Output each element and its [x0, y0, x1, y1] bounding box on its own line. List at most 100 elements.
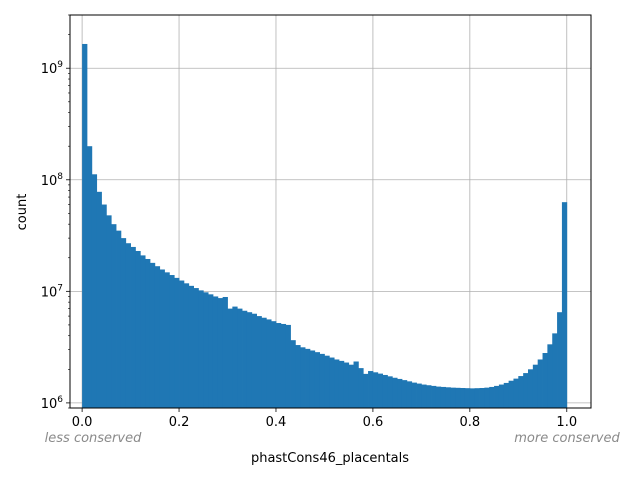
y-tick-label: 106 [41, 395, 64, 412]
histogram-bar [392, 377, 398, 408]
histogram-bar [494, 385, 500, 408]
histogram-bar [518, 376, 524, 408]
histogram-bar [537, 359, 543, 408]
histogram-bar [285, 324, 291, 408]
histogram-bar [179, 280, 185, 408]
histogram-bar [111, 224, 117, 408]
histogram-bar [455, 387, 461, 408]
histogram-bar [96, 191, 102, 408]
histogram-bar [552, 333, 558, 408]
histogram-bar [484, 387, 490, 408]
histogram-bar [532, 364, 539, 408]
histogram-bar [397, 378, 403, 408]
histogram-bar [275, 323, 282, 408]
histogram-bar [237, 308, 243, 408]
histogram-bar [557, 312, 563, 408]
histogram-bar [266, 319, 272, 408]
histogram-bar [474, 388, 480, 408]
histogram-bar [319, 353, 325, 408]
histogram-bar [411, 382, 417, 408]
histogram-bar [363, 373, 369, 408]
x-axis-label: phastCons46_placentals [251, 451, 409, 466]
histogram-bar [406, 381, 413, 408]
histogram-bar [382, 374, 388, 408]
histogram-bar [116, 230, 122, 408]
histogram-bar [198, 290, 204, 408]
histogram-bar [251, 313, 257, 408]
histogram-bar [508, 380, 514, 408]
histogram-bar [426, 385, 432, 408]
histogram-bar [440, 386, 447, 408]
histogram-bar [130, 246, 136, 408]
histogram-bar [295, 345, 301, 408]
histogram-bar [82, 43, 88, 408]
histogram-bar [242, 310, 248, 408]
histogram-bar [469, 388, 476, 408]
histogram-bar [188, 285, 194, 408]
x-tick-label: 0.0 [72, 415, 93, 430]
histogram-bar [358, 368, 364, 408]
histogram-bar [513, 378, 519, 408]
histogram-bar [416, 383, 422, 408]
histogram-bar [300, 347, 306, 408]
x-tick-label: 0.4 [266, 415, 287, 430]
histogram-bar [280, 323, 287, 408]
histogram-bar [377, 373, 383, 408]
histogram-bar [159, 269, 165, 408]
x-tick-label: 0.8 [459, 415, 480, 430]
histogram-bar [232, 306, 238, 408]
histogram-bar [431, 385, 437, 408]
histogram-bar [271, 321, 277, 408]
histogram-bar [145, 258, 151, 408]
histogram-bar [372, 372, 379, 408]
histogram-bar [503, 382, 510, 408]
histogram-bar [479, 387, 485, 408]
histogram-bar [290, 340, 296, 408]
histogram-bar [169, 275, 175, 408]
histogram-bar [435, 386, 442, 408]
histogram-bar [309, 350, 316, 408]
histogram-bar [338, 360, 345, 408]
histogram-bar [324, 355, 330, 408]
histogram-bar [208, 294, 214, 408]
histogram-bar [222, 296, 228, 408]
histogram-bars [82, 43, 568, 408]
histogram-bar [527, 369, 534, 408]
histogram-bar [101, 204, 107, 408]
plot-frame [69, 14, 592, 409]
histogram-bar [183, 283, 190, 408]
histogram-bar [164, 272, 170, 408]
histogram-bar [464, 388, 471, 408]
histogram-bar [489, 386, 495, 408]
histogram-bar [305, 348, 311, 408]
y-tick-label: 107 [41, 283, 63, 300]
histogram-bar [217, 298, 224, 408]
histogram-bar [450, 387, 456, 408]
y-tick-label: 108 [41, 172, 64, 189]
x-tick-label: 0.6 [363, 415, 384, 430]
histogram-bar [460, 387, 466, 408]
histogram-bar [106, 215, 112, 408]
histogram-bar [149, 262, 156, 408]
histogram-bar [498, 384, 505, 408]
histogram-bar [256, 316, 262, 408]
histogram-bar [421, 384, 427, 408]
histogram-bar [174, 277, 180, 408]
histogram-bar [212, 296, 219, 408]
y-tick-label: 109 [41, 60, 64, 77]
axis-ticks: 0.0 0.2 0.4 0.6 0.8 1.0 106 107 108 109 [41, 14, 577, 430]
histogram-bar [193, 288, 199, 408]
histogram-bar [91, 174, 98, 408]
histogram-bar [261, 317, 267, 408]
histogram-bar [343, 362, 350, 408]
x-tick-label: 0.2 [169, 415, 190, 430]
histogram-bar [353, 361, 359, 408]
less-conserved-annotation: less conserved [45, 431, 142, 446]
histogram-bar [135, 250, 141, 408]
histogram-bar [368, 371, 374, 408]
x-tick-label: 1.0 [556, 415, 577, 430]
histogram-bar [314, 352, 320, 408]
histogram-bar [387, 376, 393, 408]
more-conserved-annotation: more conserved [514, 431, 620, 446]
